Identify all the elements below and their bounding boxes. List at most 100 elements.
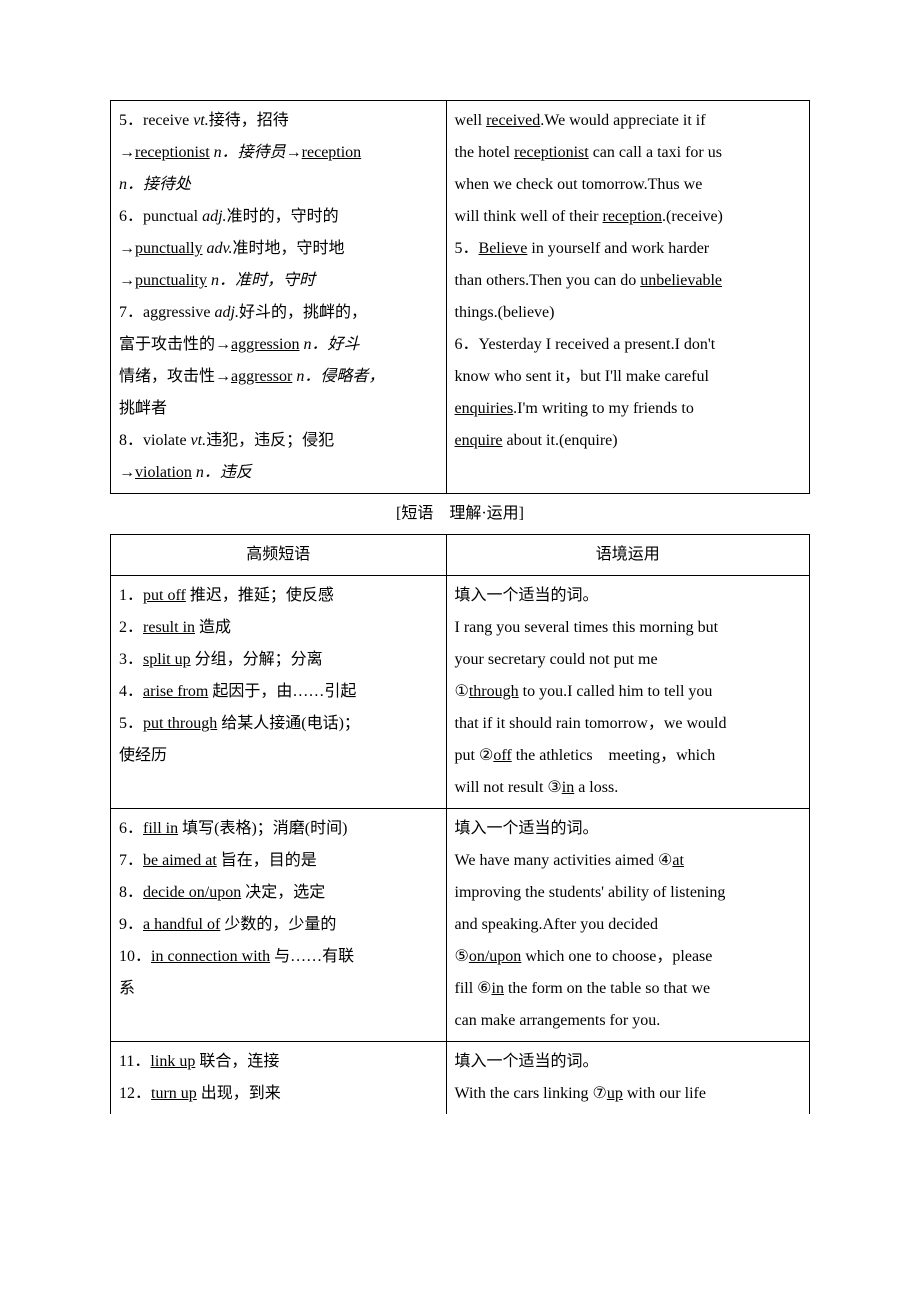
text: n．违反 xyxy=(192,464,252,481)
text: that if it should rain tomorrow，we would xyxy=(455,715,727,732)
text: n．接待员→ xyxy=(210,144,302,161)
text: fill ⑥ xyxy=(455,980,492,997)
text: put ② xyxy=(455,747,494,764)
table-row: 11．link up 联合，连接 12．turn up 出现，到来 填入一个适当… xyxy=(111,1042,810,1115)
text: arise from xyxy=(143,683,208,700)
text: adj. xyxy=(215,304,239,321)
text: 5． xyxy=(455,240,479,257)
text: enquiries xyxy=(455,400,514,417)
text: We have many activities aimed ④ xyxy=(455,852,673,869)
phrase-cell-right: 填入一个适当的词。 With the cars linking ⑦up with… xyxy=(446,1042,809,1115)
text: 5． xyxy=(119,715,143,732)
text: turn up xyxy=(151,1085,197,1102)
text: 9． xyxy=(119,916,143,933)
page-container: 5．receive vt.接待，招待 →receptionist n．接待员→r… xyxy=(0,0,920,1174)
text: 推迟，推延；使反感 xyxy=(186,587,334,604)
text: punctuality xyxy=(135,272,207,289)
text: can make arrangements for you. xyxy=(455,1012,661,1029)
text: when we check out tomorrow.Thus we xyxy=(455,176,703,193)
table-header-row: 高频短语 语境运用 xyxy=(111,535,810,576)
text: enquire xyxy=(455,432,503,449)
text: the athletics meeting，which xyxy=(512,747,716,764)
text: in xyxy=(562,779,574,796)
text: 情绪，攻击性→ xyxy=(119,368,231,385)
text: aggressor xyxy=(231,368,292,385)
text: received xyxy=(486,112,540,129)
text: n．接待处 xyxy=(119,176,191,193)
text: unbelievable xyxy=(640,272,722,289)
text: → xyxy=(119,272,135,289)
text: fill in xyxy=(143,820,178,837)
text: link up xyxy=(150,1053,195,1070)
text: to you.I called him to tell you xyxy=(519,683,713,700)
text: 造成 xyxy=(195,619,231,636)
text: 12． xyxy=(119,1085,151,1102)
text: 11． xyxy=(119,1053,150,1070)
vocab-table-1: 5．receive vt.接待，招待 →receptionist n．接待员→r… xyxy=(110,100,810,494)
text: 决定，选定 xyxy=(241,884,325,901)
text: 分组，分解；分离 xyxy=(191,651,323,668)
text: split up xyxy=(143,651,191,668)
text: 给某人接通(电话)； xyxy=(217,715,360,732)
phrase-cell-left: 6．fill in 填写(表格)；消磨(时间) 7．be aimed at 旨在… xyxy=(111,809,447,1042)
text: 富于攻击性的→ xyxy=(119,336,231,353)
table-row: 1．put off 推迟，推延；使反感 2．result in 造成 3．spl… xyxy=(111,576,810,809)
text: with our life xyxy=(623,1085,706,1102)
text: know who sent it，but I'll make careful xyxy=(455,368,709,385)
text: n．好斗 xyxy=(299,336,359,353)
text: violation xyxy=(135,464,192,481)
text: 系 xyxy=(119,980,135,997)
text: I rang you several times this morning bu… xyxy=(455,619,719,636)
text: 3． xyxy=(119,651,143,668)
text: 1． xyxy=(119,587,143,604)
text: reception xyxy=(603,208,663,225)
phrase-cell-right: 填入一个适当的词。 We have many activities aimed … xyxy=(446,809,809,1042)
text: at xyxy=(672,852,684,869)
text: adv. xyxy=(203,240,233,257)
text: 填入一个适当的词。 xyxy=(455,587,599,604)
text: a handful of xyxy=(143,916,220,933)
text: .(receive) xyxy=(662,208,723,225)
text: 8．violate xyxy=(119,432,191,449)
text: will not result ③ xyxy=(455,779,562,796)
text: .We would appreciate it if xyxy=(540,112,705,129)
text: 挑衅者 xyxy=(119,400,167,417)
col-header-right: 语境运用 xyxy=(446,535,809,576)
text: 5．receive xyxy=(119,112,193,129)
text: 接待，招待 xyxy=(209,112,289,129)
text: vt. xyxy=(191,432,207,449)
section-label: [短语 理解·运用] xyxy=(110,494,810,534)
text: 联合，连接 xyxy=(195,1053,279,1070)
text: the hotel xyxy=(455,144,515,161)
text: → xyxy=(119,240,135,257)
text: With the cars linking ⑦ xyxy=(455,1085,607,1102)
text: adj. xyxy=(202,208,226,225)
text: decide on/upon xyxy=(143,884,241,901)
text: 填入一个适当的词。 xyxy=(455,820,599,837)
text: 好斗的，挑衅的， xyxy=(239,304,367,321)
text: Believe xyxy=(479,240,528,257)
text: well xyxy=(455,112,487,129)
text: n．准时，守时 xyxy=(207,272,315,289)
text: 8． xyxy=(119,884,143,901)
phrase-cell-left: 1．put off 推迟，推延；使反感 2．result in 造成 3．spl… xyxy=(111,576,447,809)
text: → xyxy=(119,464,135,481)
text: 违犯，违反；侵犯 xyxy=(206,432,334,449)
text: ① xyxy=(455,683,469,700)
text: 7．aggressive xyxy=(119,304,215,321)
text: receptionist xyxy=(135,144,210,161)
text: result in xyxy=(143,619,195,636)
phrase-cell-left: 11．link up 联合，连接 12．turn up 出现，到来 xyxy=(111,1042,447,1115)
text: be aimed at xyxy=(143,852,217,869)
text: things.(believe) xyxy=(455,304,555,321)
text: vt. xyxy=(193,112,209,129)
text: put off xyxy=(143,587,186,604)
text: 4． xyxy=(119,683,143,700)
text: punctually xyxy=(135,240,203,257)
text: 少数的，少量的 xyxy=(220,916,336,933)
text: 2． xyxy=(119,619,143,636)
vocab-cell-left: 5．receive vt.接待，招待 →receptionist n．接待员→r… xyxy=(111,101,447,494)
table-row: 5．receive vt.接待，招待 →receptionist n．接待员→r… xyxy=(111,101,810,494)
text: 10． xyxy=(119,948,151,965)
text: .I'm writing to my friends to xyxy=(513,400,694,417)
